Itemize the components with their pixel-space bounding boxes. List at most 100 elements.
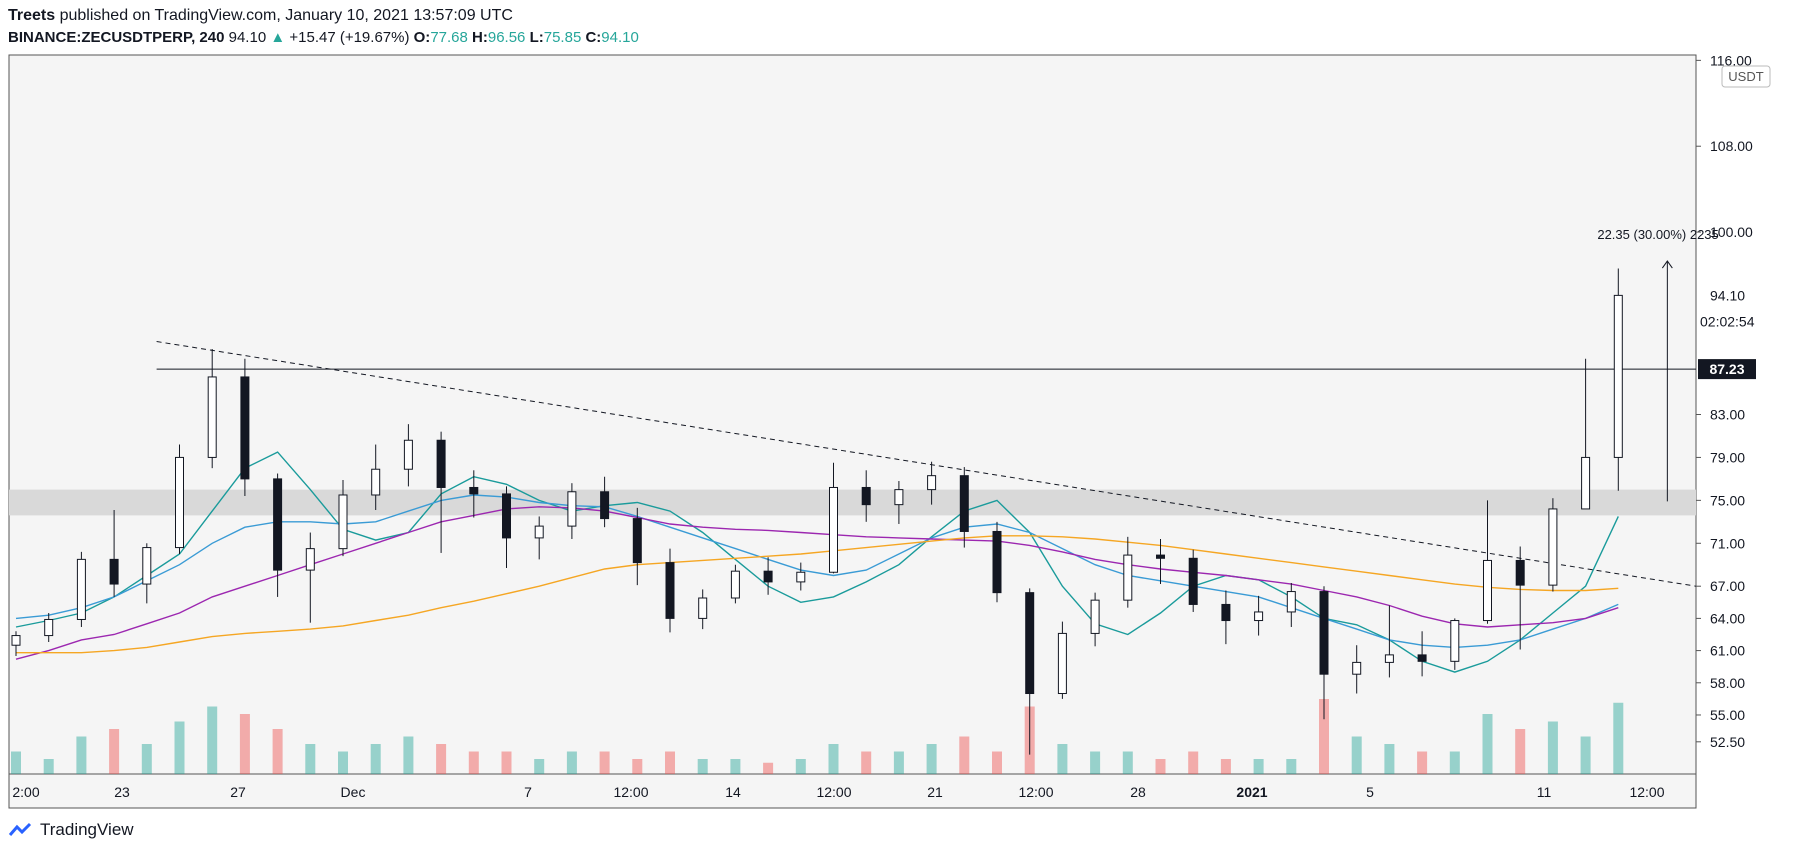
candle-body[interactable] bbox=[469, 486, 479, 495]
moving-average-line-4[interactable] bbox=[16, 535, 1619, 654]
candle-body[interactable] bbox=[1384, 654, 1394, 663]
candle-body[interactable] bbox=[665, 562, 675, 619]
candle-body[interactable] bbox=[403, 439, 413, 470]
candle-body[interactable] bbox=[796, 571, 806, 583]
candle-body[interactable] bbox=[959, 475, 969, 532]
time-tick-label: 5 bbox=[1366, 784, 1374, 800]
price-tick-label: 116.00 bbox=[1710, 52, 1752, 68]
volume-bar bbox=[926, 744, 937, 774]
candle-body[interactable] bbox=[1254, 611, 1264, 622]
volume-bar bbox=[1515, 729, 1526, 774]
candle-body[interactable] bbox=[207, 376, 217, 458]
candle-body[interactable] bbox=[502, 493, 511, 539]
close-label: C: bbox=[585, 29, 602, 46]
candle-body[interactable] bbox=[534, 525, 544, 539]
volume-bar bbox=[1384, 744, 1395, 774]
open-value: 77.68 bbox=[430, 29, 468, 46]
time-tick-label: 11 bbox=[1537, 784, 1552, 800]
candle-body[interactable] bbox=[1548, 508, 1558, 586]
candle-body[interactable] bbox=[992, 530, 1002, 594]
time-tick-label: 12:00 bbox=[613, 784, 648, 800]
candle-body[interactable] bbox=[861, 486, 871, 506]
candle-body[interactable] bbox=[927, 475, 937, 491]
price-tick-label: 67.00 bbox=[1710, 578, 1745, 594]
currency-badge[interactable] bbox=[1721, 65, 1771, 88]
volume-bar bbox=[1449, 751, 1460, 774]
candle-body[interactable] bbox=[175, 456, 184, 549]
volume-bar bbox=[730, 759, 741, 774]
candle-body[interactable] bbox=[632, 518, 642, 564]
candle-body[interactable] bbox=[44, 618, 54, 637]
volume-bar bbox=[599, 751, 610, 774]
volume-bar bbox=[141, 744, 152, 774]
moving-average-line-3[interactable] bbox=[15, 506, 1619, 660]
high-value: 96.56 bbox=[487, 29, 526, 46]
volume-bar bbox=[566, 751, 577, 774]
candle-body[interactable] bbox=[1450, 620, 1460, 662]
candle-body[interactable] bbox=[698, 597, 708, 619]
candle-body[interactable] bbox=[240, 376, 250, 480]
candle-body[interactable] bbox=[1417, 654, 1427, 662]
symbol-name[interactable]: BINANCE:ZECUSDTPERP, bbox=[8, 29, 196, 46]
candle-body[interactable] bbox=[1156, 554, 1165, 559]
candle-body[interactable] bbox=[1090, 599, 1100, 634]
candle-body[interactable] bbox=[338, 494, 348, 550]
price-tick-label: 58.00 bbox=[1710, 675, 1745, 691]
candle-body[interactable] bbox=[142, 547, 152, 585]
time-tick-label: 27 bbox=[230, 784, 246, 800]
tradingview-branding[interactable]: TradingView bbox=[8, 820, 134, 840]
plot-area[interactable] bbox=[8, 54, 1697, 809]
volume-bar bbox=[305, 744, 316, 774]
candle-body[interactable] bbox=[1025, 592, 1035, 695]
currency-label: USDT bbox=[1728, 69, 1763, 84]
candle-body[interactable] bbox=[109, 558, 119, 585]
candle-body[interactable] bbox=[273, 478, 283, 571]
candle-body[interactable] bbox=[1221, 603, 1231, 622]
candle-body[interactable] bbox=[305, 548, 315, 571]
measure-arrow-head-icon bbox=[1661, 260, 1673, 269]
moving-average-line-1[interactable] bbox=[15, 451, 1619, 673]
candle-body[interactable] bbox=[76, 558, 86, 620]
volume-bar bbox=[1090, 751, 1101, 774]
close-value: 94.10 bbox=[601, 29, 639, 46]
candle-body[interactable] bbox=[1352, 661, 1362, 675]
time-tick-label: 28 bbox=[1130, 784, 1146, 800]
candle-body[interactable] bbox=[1057, 632, 1067, 695]
volume-bar bbox=[403, 736, 414, 774]
candle-body[interactable] bbox=[1515, 559, 1525, 586]
candle-body[interactable] bbox=[11, 635, 21, 646]
candle-body[interactable] bbox=[371, 468, 381, 496]
candle-body[interactable] bbox=[567, 491, 577, 527]
volume-bar bbox=[1417, 751, 1428, 774]
publish-date: published on TradingView.com, January 10… bbox=[59, 7, 513, 24]
candle-body[interactable] bbox=[600, 491, 610, 520]
time-tick-label: 21 bbox=[927, 784, 943, 800]
author-name[interactable]: Treets bbox=[8, 7, 56, 24]
candle-body[interactable] bbox=[829, 486, 838, 573]
volume-bar bbox=[76, 736, 87, 774]
time-tick-label: 2:00 bbox=[12, 784, 39, 800]
volume-bar bbox=[239, 714, 250, 774]
volume-bar bbox=[468, 751, 479, 774]
open-label: O: bbox=[413, 29, 431, 46]
volume-bar bbox=[795, 759, 806, 774]
candle-body[interactable] bbox=[1581, 456, 1591, 510]
candle-body[interactable] bbox=[763, 570, 773, 583]
candle-body[interactable] bbox=[1286, 591, 1296, 613]
resistance-price-badge bbox=[1698, 359, 1756, 380]
candle-body[interactable] bbox=[1188, 557, 1198, 605]
volume-bar bbox=[1580, 736, 1591, 774]
candle-body[interactable] bbox=[730, 570, 740, 599]
candle-body[interactable] bbox=[1319, 591, 1329, 675]
support-zone[interactable] bbox=[9, 489, 1696, 516]
volume-bar bbox=[763, 762, 774, 774]
candle-body[interactable] bbox=[1123, 554, 1133, 601]
candle-body[interactable] bbox=[436, 439, 446, 488]
moving-average-line-2[interactable] bbox=[15, 494, 1619, 649]
candle-body[interactable] bbox=[894, 489, 904, 506]
candle-body[interactable] bbox=[1483, 559, 1492, 622]
candle-body[interactable] bbox=[1613, 294, 1623, 458]
descending-trendline[interactable] bbox=[156, 341, 1697, 587]
low-value: 75.85 bbox=[543, 29, 582, 46]
